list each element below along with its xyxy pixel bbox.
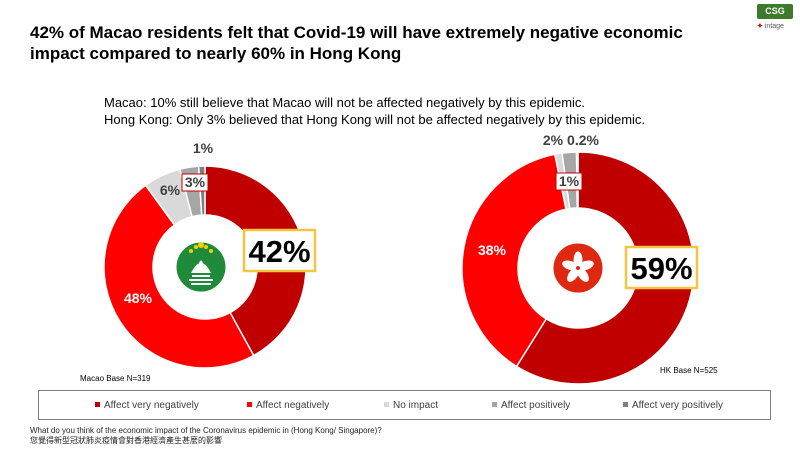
question-english: What do you think of the economic impact… bbox=[30, 426, 382, 435]
data-label: 48% bbox=[124, 290, 153, 306]
donut-segment-affect-negatively bbox=[461, 153, 567, 368]
legend-label: No impact bbox=[393, 400, 439, 411]
note-hong-kong: Hong Kong: Only 3% believed that Hong Ko… bbox=[104, 112, 646, 127]
chart-legend: Affect very negatively Affect negatively… bbox=[38, 390, 771, 420]
data-label: 2% bbox=[543, 132, 564, 148]
legend-label: Affect very positively bbox=[632, 400, 723, 411]
slide-title: 42% of Macao residents felt that Covid-1… bbox=[30, 23, 683, 63]
legend-swatch bbox=[95, 402, 100, 407]
highlight-value-box bbox=[242, 228, 317, 273]
legend-item-positive: Affect positively bbox=[492, 400, 570, 411]
legend-swatch bbox=[384, 402, 389, 407]
legend-item-very-negative: Affect very negatively bbox=[95, 400, 199, 411]
legend-swatch bbox=[623, 402, 628, 407]
data-label-box bbox=[555, 172, 583, 191]
macao-donut-chart: 48% 6% 3% 1% 42% bbox=[103, 140, 317, 369]
data-label: 3% bbox=[185, 174, 206, 190]
subtitle-notes: Macao: 10% still believe that Macao will… bbox=[104, 94, 645, 128]
hong-kong-flag-icon bbox=[552, 242, 604, 294]
data-label: 38% bbox=[478, 242, 507, 258]
legend-item-no-impact: No impact bbox=[384, 400, 438, 411]
legend-label: Affect negatively bbox=[256, 400, 330, 411]
donut-segment-affect-negatively bbox=[103, 184, 255, 369]
intage-logo: ✦ intage bbox=[757, 21, 797, 33]
highlight-value-box bbox=[624, 245, 699, 290]
legend-swatch bbox=[247, 402, 252, 407]
data-label: 1% bbox=[193, 140, 214, 156]
highlight-value: 59% bbox=[630, 251, 692, 286]
csg-logo: CSG bbox=[757, 4, 793, 19]
legend-item-negative: Affect negatively bbox=[247, 400, 329, 411]
note-macao: Macao: 10% still believe that Macao will… bbox=[104, 95, 586, 110]
data-label: 6% bbox=[160, 182, 181, 198]
survey-question: What do you think of the economic impact… bbox=[30, 426, 382, 446]
data-label: 0.2% bbox=[567, 132, 599, 148]
data-label-box bbox=[181, 173, 209, 192]
hk-base-label: HK Base N=525 bbox=[660, 366, 718, 375]
question-chinese: 您覺得新型冠狀肺炎疫情會對香港經濟產生甚麼的影響 bbox=[30, 436, 222, 445]
macao-base-label: Macao Base N=319 bbox=[80, 374, 151, 383]
legend-label: Affect very negatively bbox=[104, 400, 199, 411]
highlight-value: 42% bbox=[248, 234, 310, 269]
hong-kong-donut-chart: 38% 1% 2% 0.2% 59% bbox=[461, 132, 699, 385]
legend-swatch bbox=[492, 402, 497, 407]
legend-item-very-positive: Affect very positively bbox=[623, 400, 723, 411]
legend-label: Affect positively bbox=[501, 400, 571, 411]
macao-flag-icon bbox=[175, 241, 227, 293]
intage-logo-text: intage bbox=[764, 23, 784, 30]
intage-mark-icon: ✦ bbox=[757, 23, 763, 30]
data-label: 1% bbox=[559, 173, 580, 189]
